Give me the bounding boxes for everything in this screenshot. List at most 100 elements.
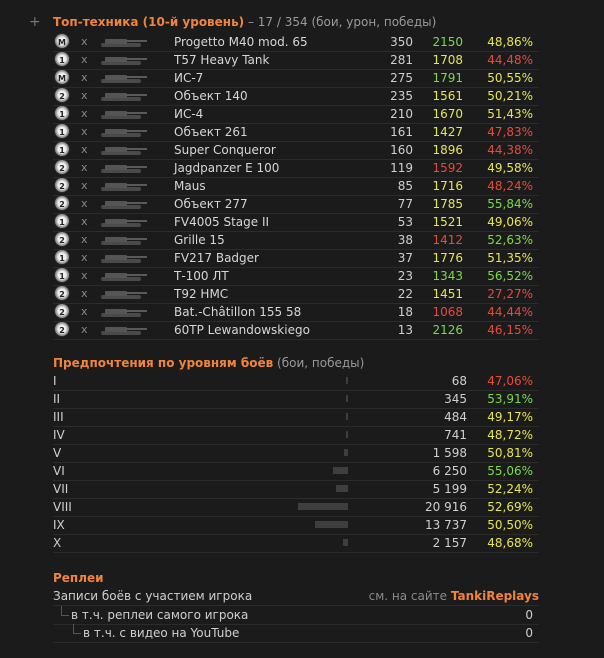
replays-own-value: 0 [525, 608, 533, 622]
tank-battles: 160 [390, 143, 413, 157]
tank-row[interactable]: 1 x FV217 Badger 37 1776 51,35% [53, 249, 539, 268]
tank-winrate: 44,38% [487, 143, 533, 157]
level-row: V 1 598 50,81% [53, 444, 539, 463]
tank-name[interactable]: ИС-4 [174, 107, 204, 121]
tank-name[interactable]: FV217 Badger [174, 251, 259, 265]
replays-site-link[interactable]: см. на сайте TankiReplays [369, 587, 539, 605]
tank-row[interactable]: 2 x Maus 85 1716 48,24% [53, 177, 539, 196]
level-label: I [53, 374, 57, 388]
tank-winrate: 49,06% [487, 215, 533, 229]
tank-winrate: 56,52% [487, 269, 533, 283]
replays-all-label: Записи боёв с участием игрока [53, 589, 253, 603]
tank-silhouette-icon [101, 39, 147, 47]
mastery-badge-icon: 1 [54, 123, 70, 139]
tank-damage: 1521 [432, 215, 463, 229]
tank-row[interactable]: 2 x Объект 277 77 1785 55,84% [53, 195, 539, 214]
nation-flag-icon: x [81, 269, 88, 282]
level-label: VII [53, 482, 69, 496]
tank-row[interactable]: 1 x Super Conqueror 160 1896 44,38% [53, 141, 539, 160]
tank-row[interactable]: 2 x Объект 140 235 1561 50,21% [53, 87, 539, 106]
tank-name[interactable]: Объект 277 [174, 197, 248, 211]
level-label: X [53, 536, 62, 550]
tankireplays-link[interactable]: TankiReplays [450, 589, 539, 603]
levels-title: Предпочтения по уровням боёв [53, 356, 274, 370]
level-battles: 345 [444, 392, 467, 406]
tank-row[interactable]: 1 x T57 Heavy Tank 281 1708 44,48% [53, 51, 539, 70]
tank-winrate: 46,15% [487, 323, 533, 337]
nation-flag-icon: x [81, 233, 88, 246]
tank-name[interactable]: FV4005 Stage II [174, 215, 270, 229]
level-row: VIII 20 916 52,69% [53, 498, 539, 517]
tank-name[interactable]: Progetto M40 mod. 65 [174, 35, 308, 49]
tank-winrate: 44,44% [487, 305, 533, 319]
mastery-badge-icon: 2 [54, 159, 70, 175]
tank-row[interactable]: 2 x T92 HMC 22 1451 27,27% [53, 285, 539, 304]
tank-name[interactable]: ИС-7 [174, 71, 204, 85]
nation-flag-icon: x [81, 161, 88, 174]
level-row: IX 13 737 50,50% [53, 516, 539, 535]
tank-name[interactable]: T92 HMC [174, 287, 229, 301]
tank-name[interactable]: 60TP Lewandowskiego [174, 323, 310, 337]
tank-row[interactable]: 1 x ИС-4 210 1670 51,43% [53, 105, 539, 124]
tank-damage: 1708 [432, 53, 463, 67]
tank-winrate: 51,35% [487, 251, 533, 265]
tank-row[interactable]: 2 x 60TP Lewandowskiego 13 2126 46,15% [53, 321, 539, 340]
tank-silhouette-icon [101, 183, 147, 191]
tank-name[interactable]: Grille 15 [174, 233, 225, 247]
level-share-bar [343, 539, 348, 546]
level-label: III [53, 410, 64, 424]
tank-battles: 281 [390, 53, 413, 67]
level-winrate: 48,72% [487, 428, 533, 442]
tank-damage: 2126 [432, 323, 463, 337]
nation-flag-icon: x [81, 71, 88, 84]
tank-name[interactable]: Т-100 ЛТ [174, 269, 229, 283]
nation-flag-icon: x [81, 143, 88, 156]
tank-battles: 275 [390, 71, 413, 85]
mastery-badge-icon: 2 [54, 321, 70, 337]
tank-row[interactable]: 1 x Т-100 ЛТ 23 1343 56,52% [53, 267, 539, 286]
expand-plus-icon[interactable]: + [29, 14, 41, 30]
tank-damage: 1716 [432, 179, 463, 193]
tank-name[interactable]: Объект 261 [174, 125, 248, 139]
mastery-badge-icon: 1 [54, 105, 70, 121]
level-label: II [53, 392, 61, 406]
tank-winrate: 55,84% [487, 197, 533, 211]
tank-battles: 18 [397, 305, 413, 319]
top-tanks-subtitle: – 17 / 354 (бои, урон, победы) [247, 15, 437, 29]
level-row: II 345 53,91% [53, 390, 539, 409]
tank-row[interactable]: 2 x Bat.-Châtillon 155 58 18 1068 44,44% [53, 303, 539, 322]
tank-name[interactable]: Jagdpanzer E 100 [174, 161, 280, 175]
level-share-bar [346, 413, 348, 420]
levels-header: Предпочтения по уровням боёв (бои, побед… [53, 355, 364, 371]
tank-row[interactable]: 2 x Jagdpanzer E 100 119 1592 49,58% [53, 159, 539, 178]
tank-row[interactable]: 1 x Объект 261 161 1427 47,83% [53, 123, 539, 142]
tank-battles: 23 [397, 269, 413, 283]
tank-name[interactable]: Объект 140 [174, 89, 248, 103]
tank-name[interactable]: Super Conqueror [174, 143, 276, 157]
tank-damage: 1896 [432, 143, 463, 157]
mastery-badge-icon: 2 [54, 303, 70, 319]
level-label: IV [53, 428, 65, 442]
level-row: IV 741 48,72% [53, 426, 539, 445]
nation-flag-icon: x [81, 35, 88, 48]
tank-silhouette-icon [101, 219, 147, 227]
tank-name[interactable]: Maus [174, 179, 206, 193]
tank-winrate: 27,27% [487, 287, 533, 301]
tank-row[interactable]: 1 x FV4005 Stage II 53 1521 49,06% [53, 213, 539, 232]
tank-row[interactable]: 2 x Grille 15 38 1412 52,63% [53, 231, 539, 250]
tank-silhouette-icon [101, 273, 147, 281]
tank-winrate: 51,43% [487, 107, 533, 121]
tank-silhouette-icon [101, 75, 147, 83]
level-label: VIII [53, 500, 72, 514]
tank-silhouette-icon [101, 165, 147, 173]
tank-damage: 1776 [432, 251, 463, 265]
tank-name[interactable]: T57 Heavy Tank [174, 53, 270, 67]
tank-name[interactable]: Bat.-Châtillon 155 58 [174, 305, 302, 319]
tank-damage: 1068 [432, 305, 463, 319]
level-share-bar [344, 449, 348, 456]
level-winrate: 50,81% [487, 446, 533, 460]
tank-winrate: 44,48% [487, 53, 533, 67]
nation-flag-icon: x [81, 251, 88, 264]
